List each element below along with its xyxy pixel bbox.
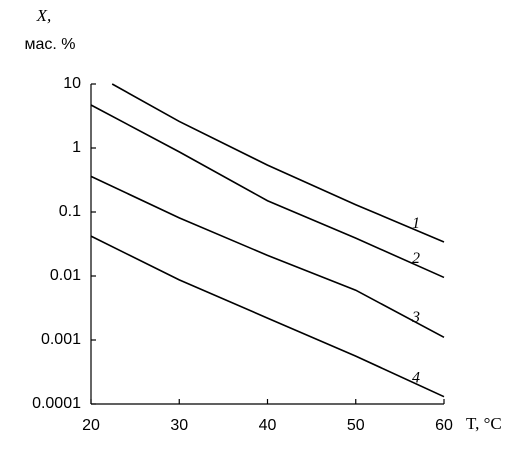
x-axis-label: T, °C: [466, 414, 502, 433]
curve: [90, 235, 445, 398]
curve-label: 3: [411, 309, 420, 326]
curve: [90, 104, 445, 279]
y-tick-label: 1: [72, 139, 81, 156]
curve-label: 2: [412, 250, 420, 267]
x-tick-label: 40: [259, 417, 277, 434]
y-tick-label: 0.001: [41, 331, 81, 348]
x-tick-label: 20: [82, 417, 100, 434]
curve: [90, 175, 445, 339]
y-axis-label: X,: [36, 6, 52, 25]
y-tick-label: 0.01: [50, 267, 81, 284]
curve: [111, 83, 445, 243]
x-tick-label: 60: [435, 417, 453, 434]
x-tick-label: 30: [170, 417, 188, 434]
y-tick-label: 0.1: [59, 203, 81, 220]
curve-label: 4: [412, 369, 420, 386]
curve-label: 1: [412, 215, 420, 232]
x-tick-label: 50: [347, 417, 365, 434]
y-tick-label: 0.0001: [32, 395, 81, 412]
y-axis-unit: мас. %: [24, 36, 75, 53]
y-tick-label: 10: [63, 75, 81, 92]
